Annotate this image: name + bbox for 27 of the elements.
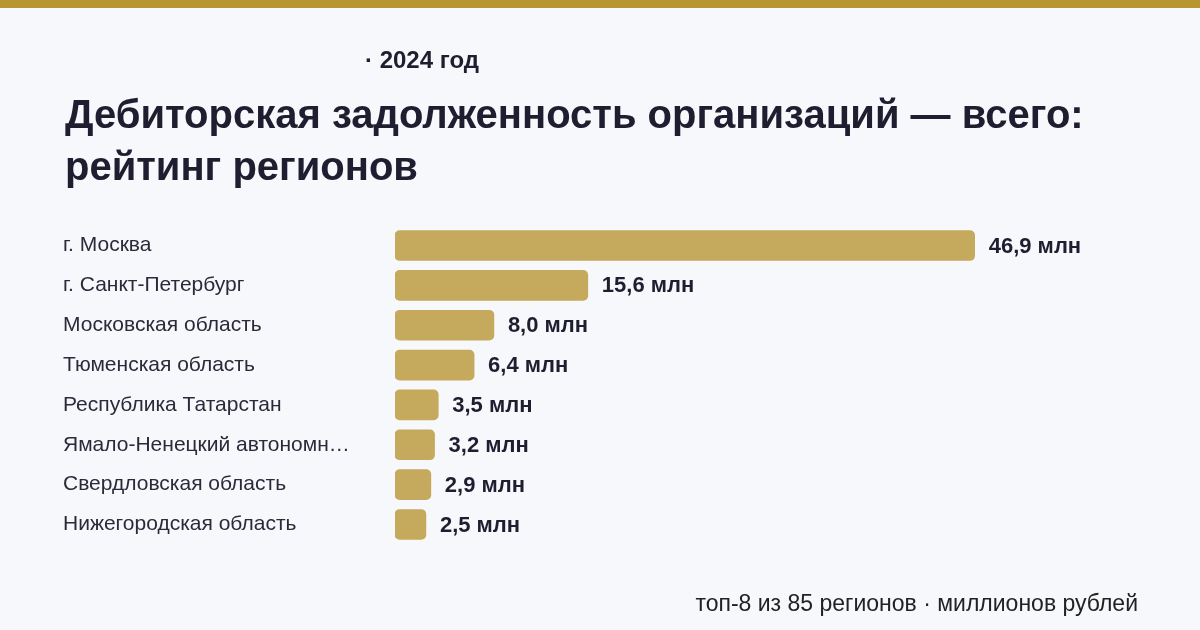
data-label: 46,9 млн bbox=[988, 232, 1082, 258]
bar bbox=[395, 389, 439, 421]
y-tick-label: Тюменская область bbox=[63, 351, 255, 375]
data-label: 6,4 млн bbox=[488, 352, 569, 378]
text: топ-8 из 85 регионов · миллионов рублей bbox=[695, 590, 1138, 617]
y-tick-label: г. Санкт-Петербург bbox=[63, 272, 245, 296]
bar bbox=[395, 270, 589, 301]
bar bbox=[395, 309, 495, 341]
data-label: 3,5 млн bbox=[452, 391, 533, 417]
bar bbox=[395, 509, 427, 540]
data-label: 15,6 млн bbox=[601, 272, 695, 298]
data-label: 3,2 млн bbox=[448, 431, 529, 457]
y-tick-label: г. Москва bbox=[63, 232, 152, 256]
y-tick-label: Нижегородская область bbox=[63, 511, 297, 535]
y-tick-label: Свердловская область bbox=[63, 471, 287, 495]
bar bbox=[395, 349, 475, 381]
bar bbox=[395, 429, 435, 461]
data-label: 8,0 млн bbox=[507, 312, 589, 338]
chart-title: Дебиторская задолженность организаций — всего: рейтинг регионов bbox=[65, 91, 1085, 190]
y-tick-label: Московская область bbox=[63, 312, 262, 336]
y-tick-label: Республика Татарстан bbox=[63, 391, 282, 415]
bar bbox=[395, 230, 976, 261]
y-tick-label: Ямало-Ненецкий автономн… bbox=[63, 431, 350, 455]
chart-subtitle: · 2024 год bbox=[365, 46, 479, 74]
data-label: 2,9 млн bbox=[444, 471, 526, 497]
data-label: 2,5 млн bbox=[439, 511, 521, 537]
bar bbox=[395, 469, 432, 500]
